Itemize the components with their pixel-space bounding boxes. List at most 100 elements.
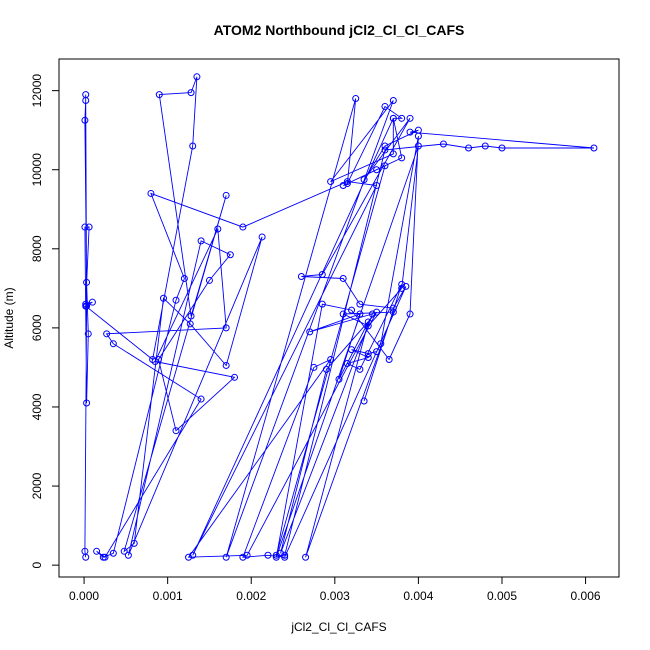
data-point: [352, 95, 360, 103]
data-point: [172, 296, 180, 304]
data-point: [364, 350, 372, 358]
data-point: [187, 312, 195, 320]
data-point: [339, 182, 347, 190]
data-point: [186, 320, 194, 328]
data-point: [281, 551, 289, 559]
data-point: [398, 154, 406, 162]
y-tick-label: 6000: [30, 314, 44, 341]
data-point: [281, 553, 289, 561]
data-point: [398, 280, 406, 288]
data-point: [172, 427, 180, 435]
data-point: [302, 553, 310, 561]
data-point: [465, 144, 473, 152]
data-point: [222, 553, 230, 561]
x-tick-label: 0.006: [571, 589, 601, 603]
data-point: [356, 300, 364, 308]
data-point: [88, 298, 96, 306]
data-point: [222, 191, 230, 199]
data-point: [222, 324, 230, 332]
data-point: [343, 180, 351, 188]
data-point: [389, 114, 397, 122]
data-point: [147, 189, 155, 197]
data-point: [398, 114, 406, 122]
data-point: [276, 549, 284, 557]
data-point: [83, 278, 91, 286]
data-point: [258, 233, 266, 241]
data-point: [197, 237, 205, 245]
data-point: [373, 166, 381, 174]
data-point: [81, 116, 89, 124]
data-point: [389, 304, 397, 312]
data-point: [103, 330, 111, 338]
data-point: [93, 547, 101, 555]
data-point: [339, 274, 347, 282]
data-point: [414, 132, 422, 140]
data-point: [348, 346, 356, 354]
data-point: [151, 357, 159, 365]
data-point: [385, 356, 393, 364]
data-point: [197, 395, 205, 403]
data-point: [239, 223, 247, 231]
data-point: [364, 318, 372, 326]
data-point: [590, 144, 598, 152]
data-point: [189, 551, 197, 559]
data-point: [109, 549, 117, 557]
x-tick-label: 0.002: [236, 589, 266, 603]
data-point: [231, 373, 239, 381]
data-point: [84, 330, 92, 338]
data-point: [185, 553, 193, 561]
data-point: [356, 365, 364, 373]
y-tick-label: 2000: [30, 472, 44, 499]
data-point: [389, 97, 397, 105]
data-point: [81, 547, 89, 555]
data-point: [381, 162, 389, 170]
data-point: [335, 375, 343, 383]
y-tick-label: 4000: [30, 393, 44, 420]
data-point: [264, 551, 272, 559]
data-point: [272, 553, 280, 561]
data-point: [243, 551, 251, 559]
data-point: [226, 251, 234, 259]
data-point: [402, 282, 410, 290]
y-tick-label: 0: [30, 561, 44, 568]
data-point: [368, 310, 376, 318]
data-point: [189, 142, 197, 150]
data-point: [159, 294, 167, 302]
data-point: [406, 310, 414, 318]
data-point: [205, 276, 213, 284]
data-point: [155, 91, 163, 99]
data-point: [381, 142, 389, 150]
y-tick-label: 8000: [30, 235, 44, 262]
x-tick-label: 0.001: [153, 589, 183, 603]
data-point: [373, 348, 381, 356]
data-point: [377, 340, 385, 348]
data-point: [82, 97, 90, 105]
data-point: [381, 102, 389, 110]
y-tick-label: 10000: [30, 153, 44, 187]
data-point: [109, 340, 117, 348]
x-tick-label: 0.005: [487, 589, 517, 603]
data-point: [364, 354, 372, 362]
x-tick-label: 0.003: [320, 589, 350, 603]
x-tick-label: 0.000: [69, 589, 99, 603]
chart-title: ATOM2 Northbound jCl2_Cl_Cl_CAFS: [214, 22, 465, 38]
data-point: [306, 328, 314, 336]
data-point: [193, 73, 201, 81]
data-point: [389, 308, 397, 316]
data-point: [318, 300, 326, 308]
data-point: [120, 547, 128, 555]
data-point: [81, 223, 89, 231]
x-axis-label: jCl2_Cl_Cl_CAFS: [290, 620, 386, 634]
data-point: [498, 144, 506, 152]
data-point: [343, 359, 351, 367]
data-point: [481, 142, 489, 150]
data-point: [339, 310, 347, 318]
data-point: [343, 178, 351, 186]
data-point: [297, 272, 305, 280]
data-point: [124, 551, 132, 559]
plot-frame: [58, 58, 620, 578]
x-axis: 0.000 0.001 0.002 0.003 0.004 0.005 0.006: [69, 576, 601, 603]
y-axis: 0 2000 4000 6000 8000 10000 12000: [30, 74, 60, 568]
data-point: [398, 284, 406, 292]
data-point: [406, 128, 414, 136]
